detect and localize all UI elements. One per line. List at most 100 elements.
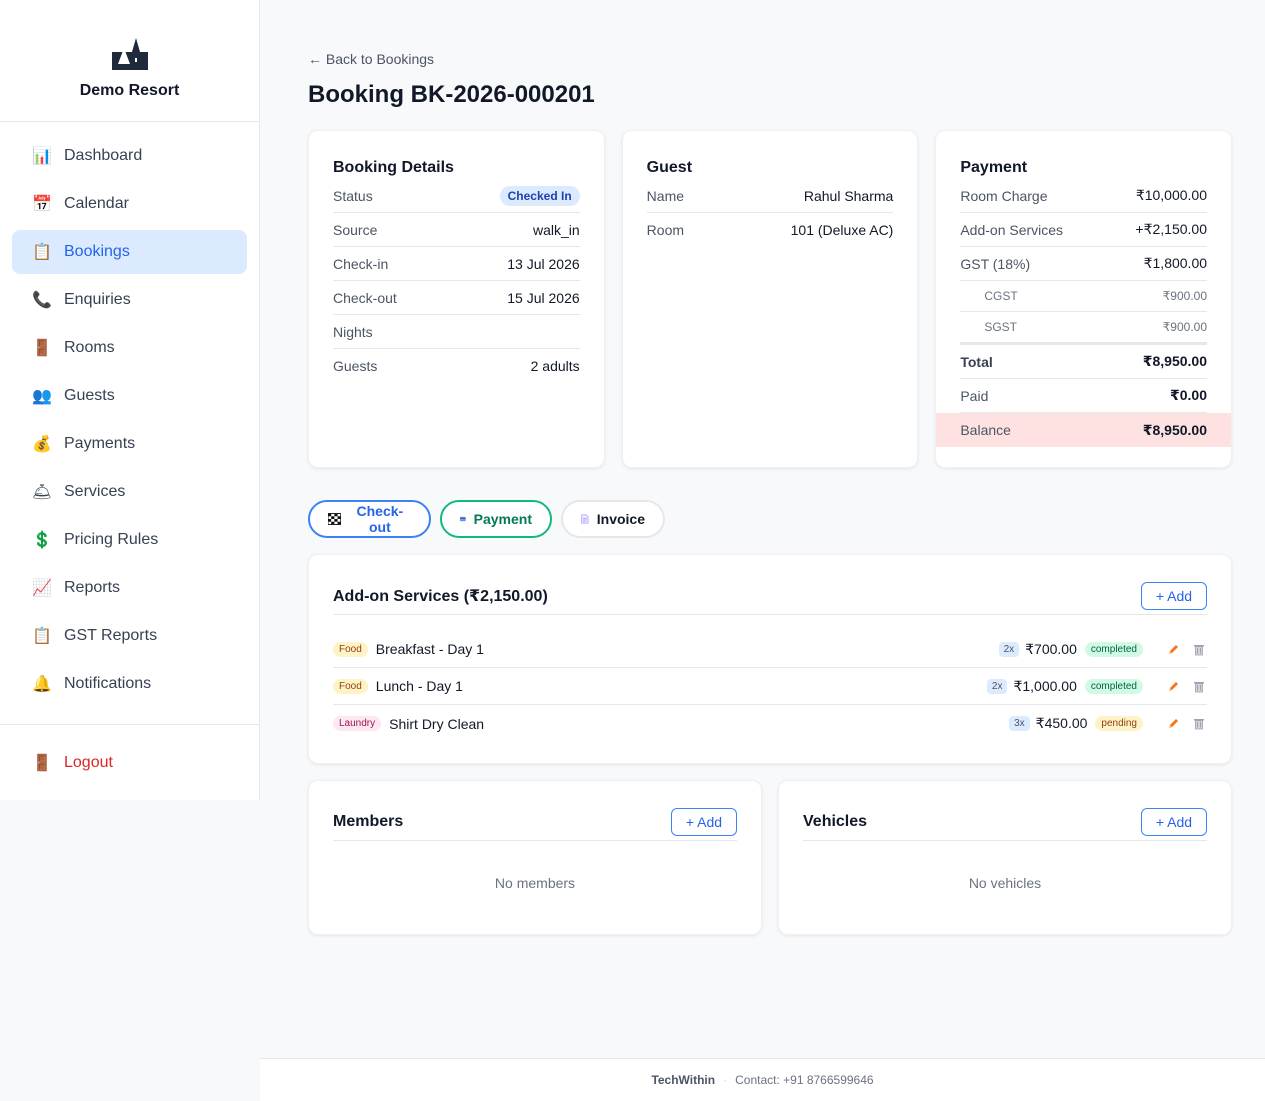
bar-chart-icon: 📊 xyxy=(32,148,52,165)
quantity-badge: 2x xyxy=(986,678,1008,694)
dollar-icon: 💲 xyxy=(32,532,52,549)
sidebar-item-label: Enquiries xyxy=(64,291,131,308)
nights-label: Nights xyxy=(333,323,373,340)
footer: TechWithin · Contact: +91 8766599646 xyxy=(260,1058,1265,1101)
sidebar-item-label: Payments xyxy=(64,435,136,452)
sidebar: Demo Resort 📊 Dashboard 📅 Calendar 📋 Bookings… xyxy=(0,0,260,800)
checkin-value: 13 Jul 2026 xyxy=(507,255,580,272)
sidebar-item-label: Dashboard xyxy=(64,147,143,164)
checkout-label: Check-out xyxy=(356,503,404,535)
sidebar-item-notifications[interactable]: 🔔 Notifications xyxy=(12,662,247,706)
source-label: Source xyxy=(333,221,378,238)
sidebar-item-pricing-rules[interactable]: 💲 Pricing Rules xyxy=(12,518,247,562)
addon-services-card: Add-on Services (₹2,150.00) + Add Food Br… xyxy=(308,554,1232,764)
total-value: ₹8,950.00 xyxy=(1142,353,1208,369)
gst-label: GST (18%) xyxy=(960,255,1031,272)
sidebar-item-label: Notifications xyxy=(64,675,152,692)
edit-pencil-icon[interactable] xyxy=(1165,641,1181,657)
cgst-row: CGST ₹900.00 xyxy=(960,281,1208,312)
addon-list: Food Breakfast - Day 1 2x ₹700.00 completed F… xyxy=(333,631,1207,742)
sidebar-item-label: Bookings xyxy=(64,243,130,260)
trash-icon[interactable] xyxy=(1191,641,1207,657)
paid-value: ₹0.00 xyxy=(1170,387,1208,403)
summary-cards: Booking Details Status Checked In Source… xyxy=(308,130,1233,468)
booking-actions: Check-out Payment Invoice xyxy=(308,500,1232,538)
addon-name: Breakfast - Day 1 xyxy=(375,641,484,657)
addon-price: ₹700.00 xyxy=(1025,640,1077,657)
vehicles-header: Vehicles + Add xyxy=(803,803,1207,841)
page-title: Booking BK-2026-000201 xyxy=(308,81,595,108)
door-icon: 🚪 xyxy=(32,755,52,772)
category-badge: Food xyxy=(333,641,368,657)
add-member-button[interactable]: + Add xyxy=(671,807,737,836)
guest-name-row: Name Rahul Sharma xyxy=(646,179,894,213)
checkered-flag-icon xyxy=(328,513,341,525)
sidebar-item-guests[interactable]: 👥 Guests xyxy=(12,374,247,418)
guests-value: 2 adults xyxy=(530,358,580,374)
sidebar-item-label: GST Reports xyxy=(64,627,158,644)
checkin-label: Check-in xyxy=(333,255,389,272)
trash-icon[interactable] xyxy=(1191,716,1207,732)
addon-services-header: Add-on Services (₹2,150.00) + Add xyxy=(333,577,1207,615)
trash-icon[interactable] xyxy=(1191,678,1207,694)
status-badge: completed xyxy=(1084,641,1143,657)
sidebar-item-services[interactable]: 🛎 Services xyxy=(12,470,247,514)
card-title: Guest xyxy=(646,159,693,176)
checkout-label: Check-out xyxy=(333,289,397,306)
brand-name: Demo Resort xyxy=(79,82,180,99)
sidebar-item-label: Pricing Rules xyxy=(64,531,159,548)
edit-pencil-icon[interactable] xyxy=(1165,716,1181,732)
sidebar-item-label: Services xyxy=(64,483,126,500)
addon-services-title: Add-on Services (₹2,150.00) xyxy=(333,587,548,605)
booking-details-card: Booking Details Status Checked In Source… xyxy=(308,130,605,468)
footer-separator: · xyxy=(723,1073,728,1087)
addon-price: ₹1,000.00 xyxy=(1013,677,1077,694)
status-badge: completed xyxy=(1084,678,1143,694)
logout-button[interactable]: 🚪 Logout xyxy=(12,741,247,785)
source-row: Source walk_in xyxy=(333,213,580,247)
sidebar-item-label: Reports xyxy=(64,579,121,596)
checkout-row: Check-out 15 Jul 2026 xyxy=(333,281,580,315)
edit-pencil-icon[interactable] xyxy=(1165,678,1181,694)
sidebar-item-label: Rooms xyxy=(64,339,115,356)
checkout-button[interactable]: Check-out xyxy=(308,500,431,538)
addon-price: ₹450.00 xyxy=(1035,715,1088,731)
sidebar-nav: 📊 Dashboard 📅 Calendar 📋 Bookings 📞 Enquiries 🚪 R… xyxy=(0,122,259,724)
sidebar-item-gst-reports[interactable]: 📋 GST Reports xyxy=(12,614,247,658)
quantity-badge: 2x xyxy=(998,641,1020,657)
room-value: 101 (Deluxe AC) xyxy=(790,222,894,238)
addon-name: Lunch - Day 1 xyxy=(375,678,463,694)
guest-name-label: Name xyxy=(646,187,685,204)
sidebar-item-enquiries[interactable]: 📞 Enquiries xyxy=(12,278,247,322)
line-chart-icon: 📈 xyxy=(32,580,52,597)
status-badge: Checked In xyxy=(499,185,580,206)
sidebar-item-dashboard[interactable]: 📊 Dashboard xyxy=(12,134,247,178)
balance-row: Balance ₹8,950.00 xyxy=(936,413,1232,447)
sidebar-item-bookings[interactable]: 📋 Bookings xyxy=(12,230,247,274)
money-bag-icon: 💰 xyxy=(32,436,52,453)
sgst-row: SGST ₹900.00 xyxy=(960,312,1208,343)
quantity-badge: 3x xyxy=(1009,716,1030,731)
footer-company: TechWithin xyxy=(651,1073,716,1087)
addon-charge-value: +₹2,150.00 xyxy=(1135,221,1208,237)
sidebar-item-label: Calendar xyxy=(64,195,129,212)
back-to-bookings-link[interactable]: ← Back to Bookings xyxy=(308,51,435,67)
add-service-button[interactable]: + Add xyxy=(1141,581,1207,610)
status-badge: pending xyxy=(1095,716,1143,731)
logout-label: Logout xyxy=(64,754,113,771)
sidebar-item-label: Guests xyxy=(64,387,115,404)
room-label: Room xyxy=(646,222,685,238)
sidebar-item-calendar[interactable]: 📅 Calendar xyxy=(12,182,247,226)
sidebar-item-reports[interactable]: 📈 Reports xyxy=(12,566,247,610)
brand: Demo Resort xyxy=(0,0,259,122)
sidebar-item-payments[interactable]: 💰 Payments xyxy=(12,422,247,466)
calendar-icon: 📅 xyxy=(32,196,52,213)
addon-row: Food Lunch - Day 1 2x ₹1,000.00 completed xyxy=(333,668,1207,705)
bell-icon: 🔔 xyxy=(32,676,52,693)
sidebar-item-rooms[interactable]: 🚪 Rooms xyxy=(12,326,247,370)
invoice-button[interactable]: Invoice xyxy=(561,500,665,538)
payment-button[interactable]: Payment xyxy=(440,500,552,538)
paid-label: Paid xyxy=(960,387,989,404)
add-vehicle-button[interactable]: + Add xyxy=(1141,807,1207,836)
nights-row: Nights xyxy=(333,315,580,349)
